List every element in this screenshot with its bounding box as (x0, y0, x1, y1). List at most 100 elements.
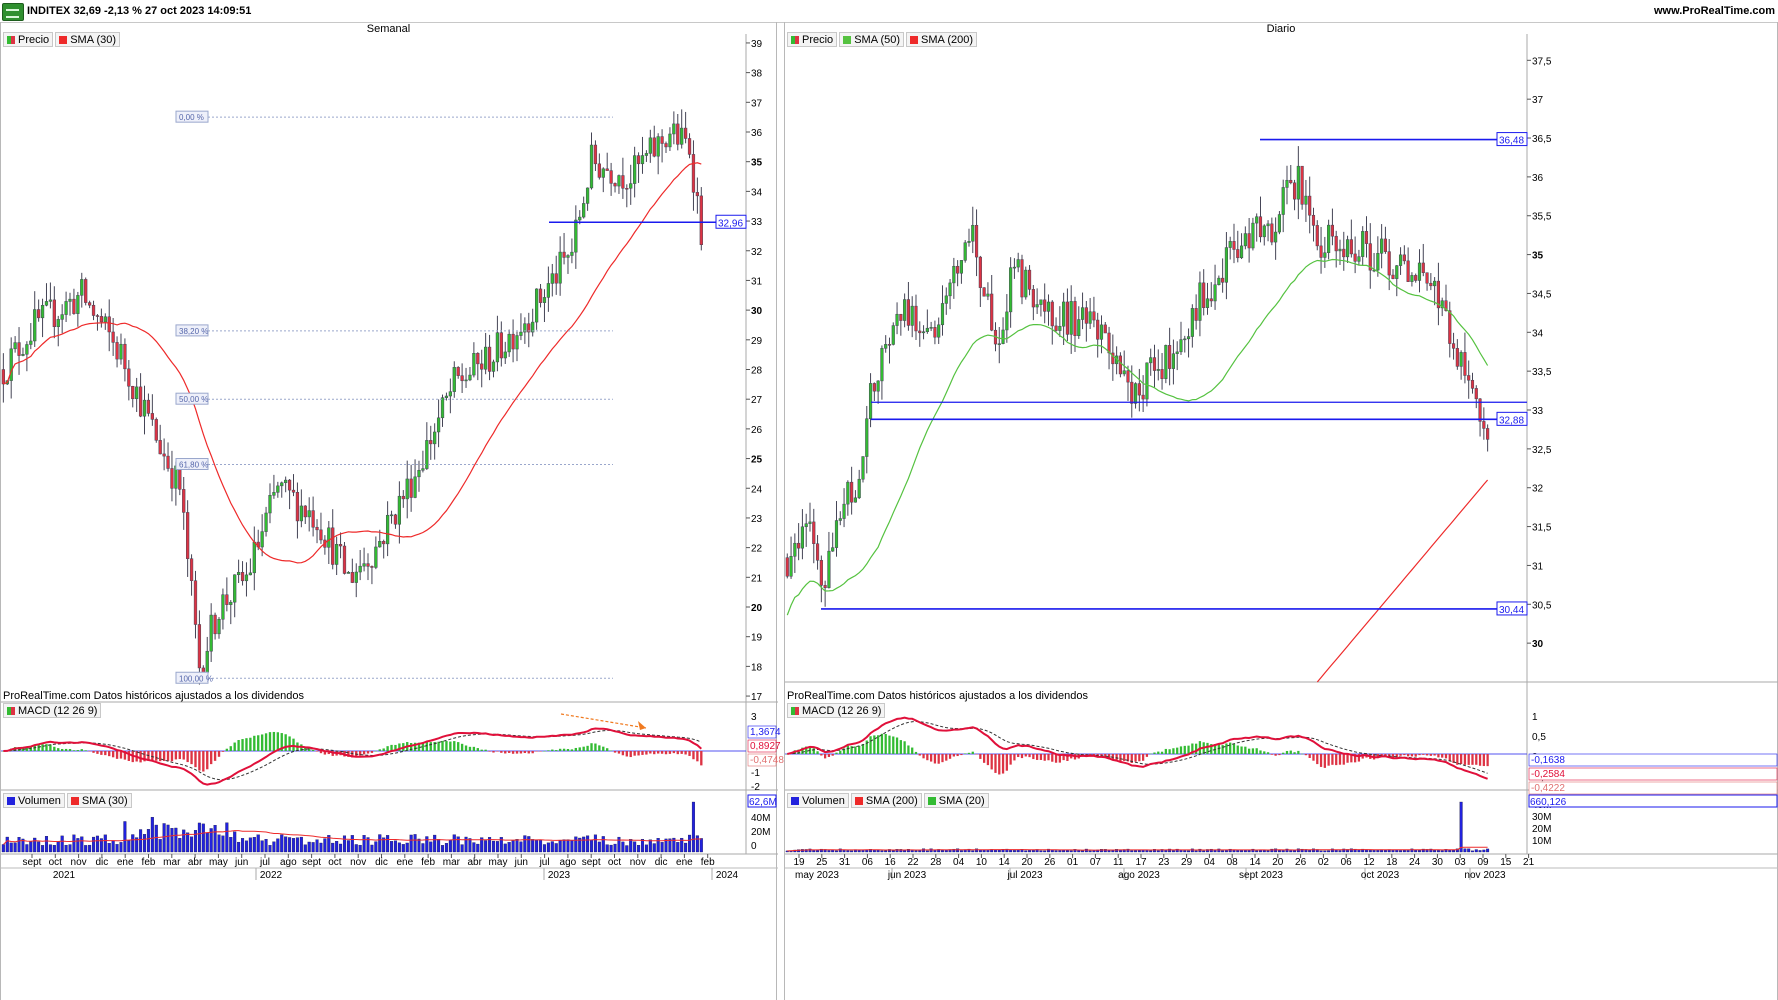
weekly-macd-hist (206, 751, 209, 770)
weekly-candle (562, 251, 566, 258)
daily-macd-hist (1293, 752, 1296, 754)
legend-vol-sma30[interactable]: SMA (30) (66, 793, 132, 808)
daily-volume-bar (1376, 849, 1380, 853)
daily-macd-hist (1475, 754, 1478, 765)
daily-x-tick-label: 06 (1341, 857, 1353, 868)
weekly-macd-hist (288, 736, 291, 751)
daily-macd-hist (873, 735, 876, 754)
daily-candle (1368, 243, 1372, 271)
weekly-candle (299, 505, 303, 522)
weekly-x-tick-label: dic (96, 857, 109, 868)
legend-sma200[interactable]: SMA (200) (906, 32, 978, 47)
daily-candle (838, 518, 842, 521)
weekly-macd-hist (496, 751, 499, 752)
daily-macd-hist (895, 737, 899, 754)
weekly-candle (570, 251, 574, 256)
weekly-macd-hist (519, 751, 523, 754)
daily-macd-hist (1028, 754, 1031, 758)
fib-label-box: 100,00 % (175, 671, 213, 684)
daily-level-label: 36,48 (1499, 136, 1524, 147)
daily-candle (1440, 300, 1444, 309)
legend-volume-label: Volumen (18, 794, 61, 807)
daily-candle (1133, 383, 1138, 404)
daily-volume-bar (1194, 850, 1198, 853)
daily-macd-hist (933, 754, 937, 764)
weekly-candle (303, 505, 307, 518)
daily-volume-bar (1236, 850, 1240, 853)
weekly-candle (695, 192, 700, 197)
daily-volume-bar (861, 850, 865, 853)
daily-macd-hist (1210, 744, 1213, 754)
daily-svg: 37,5 37 36,5 36 35,5 35 34,5 34 33,5 33 32,5 32 31,5… (785, 34, 1778, 881)
daily-x-group-label: jul 2023 (1006, 870, 1042, 881)
weekly-volume-bar (123, 821, 127, 853)
weekly-macd-hist (664, 751, 668, 755)
legend-macd[interactable]: MACD (12 26 9) (3, 703, 102, 718)
weekly-volume-bar (21, 838, 25, 853)
legend-price-daily[interactable]: Precio (787, 32, 838, 47)
weekly-macd-hist (668, 751, 672, 754)
weekly-macd-hist (468, 746, 472, 751)
weekly-candle (378, 541, 382, 548)
daily-candle (1323, 252, 1327, 258)
weekly-candle (197, 624, 202, 669)
weekly-candle (468, 374, 472, 381)
weekly-macd-hist (304, 746, 307, 751)
weekly-volume-legend: Volumen SMA (30) (3, 793, 134, 808)
daily-candle (918, 330, 922, 334)
daily-volume-bar (982, 849, 986, 853)
weekly-sma30-line (3, 162, 702, 564)
weekly-volume-bar (390, 841, 394, 853)
weekly-candle (280, 482, 284, 487)
daily-chart-panel[interactable]: Diario Precio SMA (50) SMA (200) ProReal… (784, 22, 1778, 1000)
daily-macd-legend: MACD (12 26 9) (787, 703, 887, 718)
weekly-volume-bar (88, 844, 92, 853)
weekly-macd-hist (119, 751, 123, 759)
weekly-macd-hist (178, 751, 181, 760)
daily-candle (1357, 256, 1361, 262)
daily-candle (1107, 332, 1111, 354)
legend-price[interactable]: Precio (3, 32, 54, 47)
weekly-volume-bar (519, 841, 523, 853)
legend-sma50[interactable]: SMA (50) (839, 32, 905, 47)
daily-candle (842, 503, 846, 519)
weekly-volume-bar (197, 822, 201, 853)
daily-volume-sma (787, 846, 1488, 852)
daily-volume-bar (891, 850, 895, 853)
weekly-volume-bar (193, 830, 198, 853)
weekly-candle (464, 379, 468, 382)
weekly-candle (546, 283, 551, 298)
daily-sma50-line (786, 258, 1489, 616)
weekly-volume-bar (142, 834, 147, 853)
daily-macd-hist (1005, 754, 1008, 771)
weekly-macd-hist (382, 748, 385, 751)
daily-candle (1175, 351, 1179, 354)
daily-candle (1209, 298, 1213, 302)
weekly-macd-hist (57, 748, 60, 751)
legend-vol-sma200[interactable]: SMA (200) (850, 793, 922, 808)
daily-volume-bar (1198, 848, 1202, 853)
weekly-macd-hist (237, 740, 240, 751)
daily-x-group-label: jun 2023 (887, 870, 927, 881)
legend-volume-daily[interactable]: Volumen (787, 793, 849, 808)
weekly-chart-panel[interactable]: Semanal Precio SMA (30) ProRealTime.com … (0, 22, 784, 1000)
weekly-volume-bar (64, 844, 68, 853)
legend-macd-daily[interactable]: MACD (12 26 9) (787, 703, 886, 718)
weekly-macd-hist (551, 749, 554, 751)
daily-macd-hist (1035, 754, 1039, 760)
legend-vol-sma20[interactable]: SMA (20) (923, 793, 989, 808)
daily-volume-bar (1130, 850, 1134, 853)
weekly-volume-bar (539, 840, 543, 853)
weekly-volume-bar (241, 838, 245, 853)
legend-volume[interactable]: Volumen (3, 793, 65, 808)
weekly-candle (103, 316, 107, 323)
weekly-candle (48, 299, 53, 302)
weekly-macd-tick: -1 (751, 768, 760, 779)
weekly-candle (331, 527, 335, 565)
daily-macd-hist (911, 747, 914, 754)
legend-sma30[interactable]: SMA (30) (55, 32, 121, 47)
site-link[interactable]: www.ProRealTime.com (1653, 5, 1775, 17)
weekly-macd-value: 0,8927 (750, 741, 781, 752)
weekly-volume-bar (135, 837, 139, 853)
weekly-x-tick-label: oct (608, 857, 622, 868)
